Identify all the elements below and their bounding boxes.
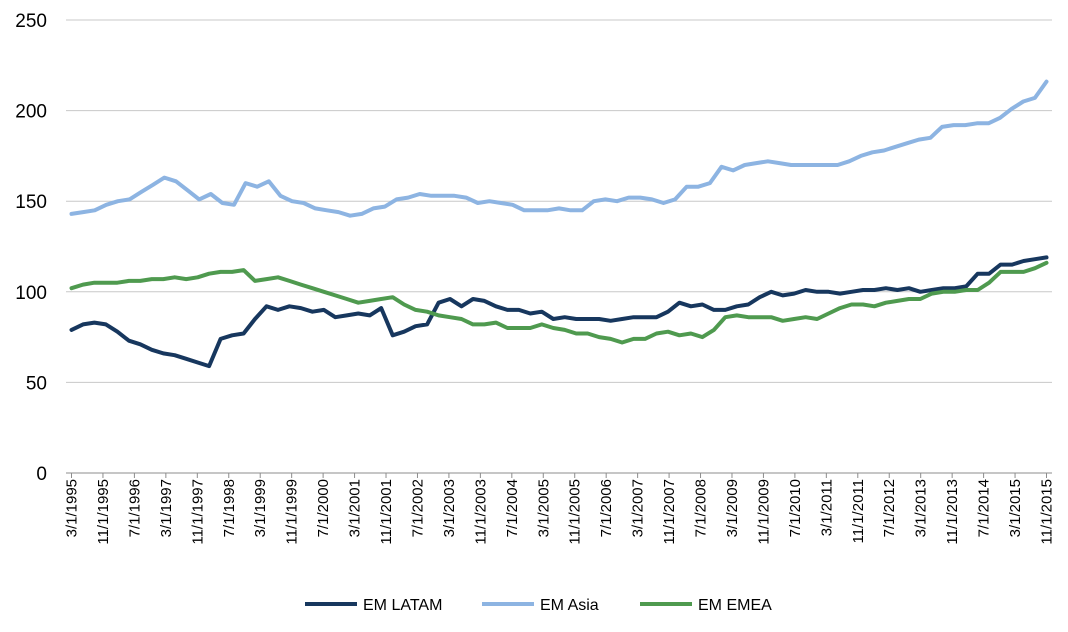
series-line-em-latam (69, 255, 1049, 369)
x-tick-label: 7/1/2012 (881, 479, 898, 537)
x-tick-label: 3/1/2009 (724, 479, 741, 537)
series-line-em-asia (69, 79, 1049, 218)
x-tick-label: 11/1/2003 (472, 479, 489, 545)
x-tick-label: 11/1/1999 (284, 479, 301, 545)
x-tick-label: 3/1/2003 (441, 479, 458, 537)
x-tick-label: 3/1/2005 (535, 479, 552, 537)
y-tick-label: 100 (15, 283, 47, 304)
x-tick-label: 7/1/2000 (315, 479, 332, 537)
series-line-em-emea (69, 260, 1049, 345)
x-tick-label: 3/1/2011 (818, 479, 835, 536)
axes (66, 472, 1052, 478)
y-tick-label: 50 (26, 373, 47, 394)
x-tick-label: 7/1/1996 (126, 479, 143, 537)
x-tick-label: 3/1/2013 (913, 479, 930, 537)
x-tick-label: 11/1/2015 (1039, 479, 1056, 545)
x-tick-label: 7/1/2008 (693, 479, 710, 537)
x-tick-label: 11/1/1997 (189, 479, 206, 545)
series-lines (69, 79, 1049, 369)
x-tick-label: 11/1/1995 (95, 479, 112, 545)
x-tick-label: 11/1/2013 (944, 479, 961, 545)
x-tick-label: 7/1/2002 (409, 479, 426, 537)
gridlines (66, 19, 1052, 383)
x-tick-label: 7/1/1998 (221, 479, 238, 537)
x-tick-label: 3/1/2015 (1007, 479, 1024, 537)
x-tick-label: 7/1/2014 (976, 479, 993, 537)
y-axis-tick-labels: 0 50 100 150 200 250 (15, 11, 47, 485)
x-tick-label: 11/1/2011 (850, 479, 867, 544)
x-tick-label: 11/1/2007 (661, 479, 678, 545)
x-tick-label: 3/1/1995 (64, 479, 81, 537)
x-tick-label: 3/1/1999 (252, 479, 269, 537)
legend: EM LATAM EM Asia EM EMEA (305, 597, 772, 614)
legend-label: EM Asia (540, 597, 599, 614)
x-axis-tick-labels: 3/1/1995 11/1/1995 7/1/1996 3/1/1997 11/1/19… (64, 479, 1056, 545)
legend-label: EM LATAM (363, 597, 442, 614)
y-tick-label: 200 (15, 102, 47, 123)
x-tick-label: 7/1/2006 (598, 479, 615, 537)
x-tick-label: 11/1/2005 (567, 479, 584, 545)
x-tick-label: 3/1/1997 (158, 479, 175, 537)
y-tick-label: 250 (15, 11, 47, 32)
y-tick-label: 150 (15, 192, 47, 213)
x-tick-label: 11/1/2001 (378, 479, 395, 545)
x-tick-label: 7/1/2010 (787, 479, 804, 537)
legend-label: EM EMEA (698, 597, 772, 614)
y-tick-label: 0 (36, 464, 47, 485)
x-tick-label: 3/1/2007 (630, 479, 647, 537)
x-tick-label: 7/1/2004 (504, 479, 521, 537)
x-tick-label: 11/1/2009 (755, 479, 772, 545)
x-tick-label: 3/1/2001 (347, 479, 364, 537)
